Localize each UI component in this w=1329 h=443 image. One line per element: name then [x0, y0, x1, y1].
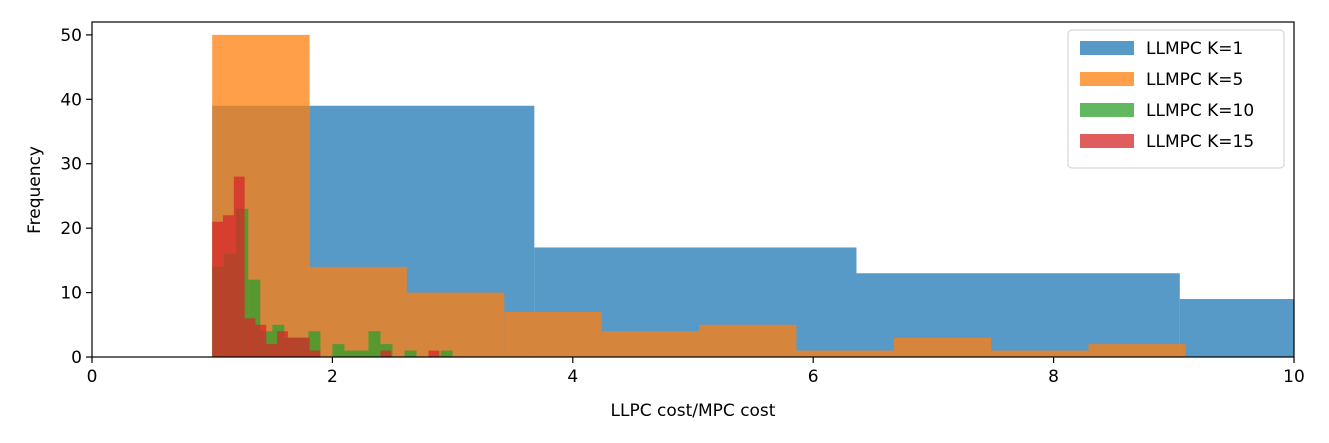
bar-series-4-bin-7 — [277, 331, 288, 357]
bar-series-2-bin-3 — [406, 292, 505, 357]
bar-series-2-bin-10 — [1088, 344, 1186, 357]
bar-series-3-bin-14 — [368, 331, 381, 357]
bar-series-4-bin-10 — [309, 350, 321, 357]
bar-series-2-bin-8 — [893, 337, 992, 357]
x-tick-label-3: 6 — [808, 367, 819, 387]
y-tick-label-5: 50 — [60, 26, 82, 46]
y-tick-label-3: 30 — [60, 155, 82, 175]
bar-series-4-bin-12 — [428, 350, 440, 357]
legend-swatch-2 — [1080, 72, 1134, 86]
legend-label-3: LLMPC K=10 — [1146, 101, 1254, 121]
plot-frame — [91, 21, 1295, 358]
bar-series-2-bin-6 — [699, 324, 797, 357]
bar-series-2-bin-5 — [601, 331, 700, 357]
bars-layer — [212, 34, 1294, 358]
bar-series-3-bin-20 — [440, 350, 453, 357]
bar-series-2-bin-7 — [796, 350, 894, 357]
bar-series-2-bin-4 — [504, 311, 602, 357]
bar-series-4-bin-6 — [266, 344, 278, 357]
legend-swatch-3 — [1080, 103, 1134, 117]
bar-series-4-bin-2 — [223, 215, 234, 357]
legend-label-1: LLMPC K=1 — [1146, 39, 1243, 59]
x-axis-ticks: 0 2 4 6 8 10 — [87, 357, 1305, 387]
legend-box — [1067, 29, 1285, 169]
bar-series-4-bin-5 — [255, 324, 267, 357]
bar-series-4-bin-4 — [244, 318, 256, 357]
bar-series-4-bin-8 — [287, 337, 299, 357]
x-tick-label-4: 8 — [1048, 367, 1059, 387]
y-axis-ticks: 0 10 20 30 40 50 — [60, 26, 92, 368]
bar-series-3-bin-12 — [344, 350, 357, 357]
y-tick-label-1: 10 — [60, 284, 82, 304]
legend: LLMPC K=1 LLMPC K=5 LLMPC K=10 LLMPC K=15 — [1067, 29, 1285, 169]
x-tick-label-5: 10 — [1283, 367, 1305, 387]
y-tick-label-4: 40 — [60, 90, 82, 110]
bar-series-4-bin-3 — [233, 176, 245, 357]
bar-series-3-bin-17 — [404, 350, 417, 357]
bar-series-2-bin-9 — [991, 350, 1089, 357]
bar-series-4-bin-1 — [212, 221, 224, 357]
y-tick-label-0: 0 — [71, 348, 82, 368]
legend-swatch-1 — [1080, 41, 1134, 55]
x-axis-label: LLPC cost/MPC cost — [611, 401, 776, 421]
x-tick-label-0: 0 — [87, 367, 98, 387]
y-axis-label: Frequency — [25, 146, 45, 234]
bar-series-4-bin-9 — [298, 337, 310, 357]
legend-swatch-4 — [1080, 134, 1134, 148]
x-tick-label-2: 4 — [567, 367, 578, 387]
y-tick-label-2: 20 — [60, 219, 82, 239]
bar-series-1-bin-5 — [1179, 299, 1294, 357]
x-tick-label-1: 2 — [327, 367, 338, 387]
bar-series-4-bin-11 — [380, 350, 392, 357]
bar-series-3-bin-11 — [332, 344, 345, 357]
legend-label-4: LLMPC K=15 — [1146, 132, 1254, 152]
bar-series-2-bin-2 — [309, 266, 407, 357]
legend-label-2: LLMPC K=5 — [1146, 70, 1243, 90]
bar-series-3-bin-13 — [356, 350, 369, 357]
